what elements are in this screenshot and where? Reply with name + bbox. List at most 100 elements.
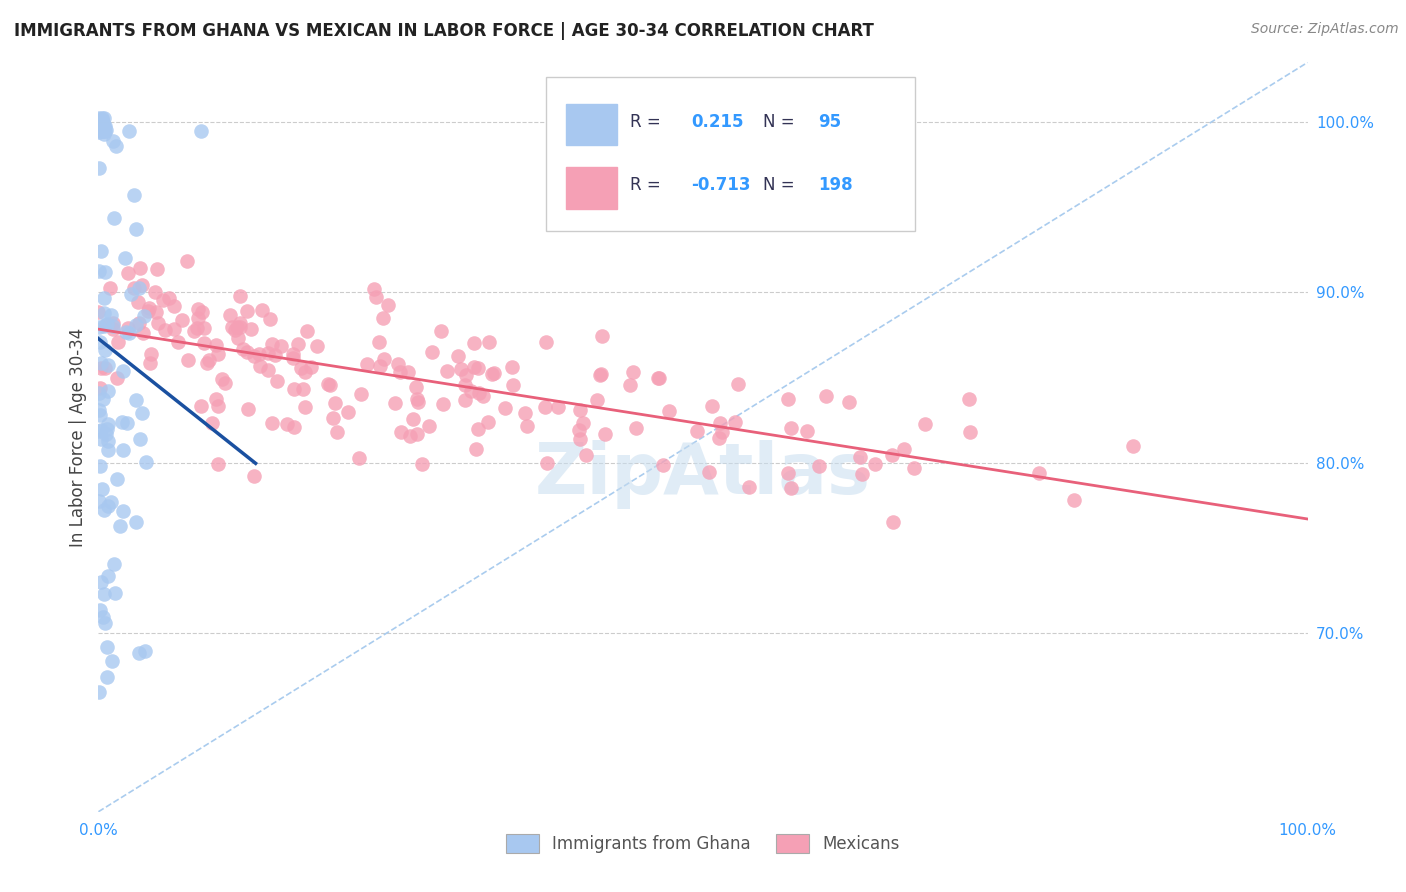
Point bbox=[166, 334, 188, 349]
Point bbox=[229, 316, 252, 330]
Point bbox=[103, 322, 125, 336]
Point bbox=[97, 359, 120, 373]
Text: 198: 198 bbox=[818, 176, 852, 194]
Bar bbox=[567, 168, 617, 209]
Point bbox=[90, 423, 112, 437]
Point bbox=[93, 615, 115, 630]
Point bbox=[100, 281, 122, 295]
Point bbox=[283, 382, 305, 396]
Point bbox=[807, 458, 830, 473]
Point bbox=[90, 575, 112, 590]
Point bbox=[97, 384, 120, 398]
Point bbox=[460, 384, 482, 398]
Point bbox=[176, 254, 198, 268]
Point bbox=[104, 586, 127, 600]
Point bbox=[187, 302, 209, 317]
FancyBboxPatch shape bbox=[546, 78, 915, 231]
Point bbox=[89, 361, 111, 376]
Point bbox=[124, 318, 146, 333]
Point bbox=[143, 285, 166, 299]
Point bbox=[100, 495, 122, 509]
Point bbox=[94, 123, 117, 137]
Point bbox=[700, 399, 723, 413]
Text: -0.713: -0.713 bbox=[690, 176, 751, 194]
Point bbox=[128, 281, 150, 295]
Point bbox=[187, 310, 209, 325]
Point bbox=[132, 326, 155, 340]
Point bbox=[776, 392, 799, 407]
Point bbox=[93, 318, 115, 333]
Point bbox=[389, 425, 412, 440]
Point bbox=[195, 356, 218, 370]
Point bbox=[276, 417, 298, 432]
Point bbox=[263, 348, 285, 362]
Point bbox=[454, 377, 477, 392]
Point bbox=[89, 118, 111, 132]
Point bbox=[322, 410, 344, 425]
Point bbox=[96, 670, 118, 684]
Point bbox=[89, 120, 111, 135]
Point bbox=[100, 308, 122, 322]
Point bbox=[477, 415, 499, 429]
Point bbox=[959, 425, 981, 439]
Point bbox=[89, 458, 111, 473]
Point bbox=[90, 356, 112, 370]
Point bbox=[89, 161, 111, 175]
Point bbox=[101, 316, 124, 330]
Point bbox=[686, 424, 709, 438]
Point bbox=[571, 416, 593, 430]
Text: N =: N = bbox=[763, 176, 800, 194]
Point bbox=[138, 301, 160, 315]
Point bbox=[157, 291, 180, 305]
Point bbox=[815, 388, 838, 402]
Point bbox=[125, 515, 148, 529]
Point bbox=[177, 353, 200, 368]
Point bbox=[96, 422, 118, 436]
Point bbox=[648, 371, 671, 385]
Point bbox=[87, 425, 110, 439]
Point bbox=[96, 317, 118, 331]
Point bbox=[108, 519, 131, 533]
Point bbox=[454, 368, 477, 383]
Point bbox=[586, 393, 609, 408]
Point bbox=[283, 420, 305, 434]
Point bbox=[111, 415, 134, 429]
Point bbox=[93, 115, 115, 129]
Point bbox=[125, 222, 148, 236]
Point bbox=[420, 344, 443, 359]
Point bbox=[471, 389, 494, 403]
Point bbox=[363, 282, 385, 296]
Point bbox=[90, 244, 112, 258]
Point bbox=[93, 111, 115, 125]
Point bbox=[468, 385, 491, 400]
Point bbox=[186, 320, 208, 334]
Point bbox=[463, 360, 485, 375]
Point bbox=[402, 412, 425, 426]
Point bbox=[259, 312, 281, 326]
Point bbox=[128, 316, 150, 330]
Point bbox=[93, 361, 115, 376]
Text: ZipAtlas: ZipAtlas bbox=[536, 440, 870, 509]
Point bbox=[89, 402, 111, 417]
Point bbox=[299, 360, 322, 375]
Point bbox=[727, 377, 749, 392]
Point bbox=[93, 343, 115, 357]
Point bbox=[626, 421, 648, 435]
Point bbox=[450, 362, 472, 376]
Point bbox=[111, 364, 134, 378]
Point bbox=[621, 365, 644, 379]
Point bbox=[198, 353, 221, 368]
Point bbox=[260, 337, 283, 351]
Point bbox=[103, 134, 125, 148]
Text: IMMIGRANTS FROM GHANA VS MEXICAN IN LABOR FORCE | AGE 30-34 CORRELATION CHART: IMMIGRANTS FROM GHANA VS MEXICAN IN LABO… bbox=[14, 22, 875, 40]
Point bbox=[105, 472, 128, 486]
Point bbox=[432, 397, 454, 411]
Point bbox=[373, 352, 395, 367]
Point bbox=[107, 335, 129, 350]
Point bbox=[651, 458, 673, 473]
Point bbox=[89, 335, 111, 350]
Point bbox=[384, 396, 406, 410]
Point bbox=[90, 123, 112, 137]
Point bbox=[94, 427, 117, 442]
Point bbox=[211, 372, 233, 386]
